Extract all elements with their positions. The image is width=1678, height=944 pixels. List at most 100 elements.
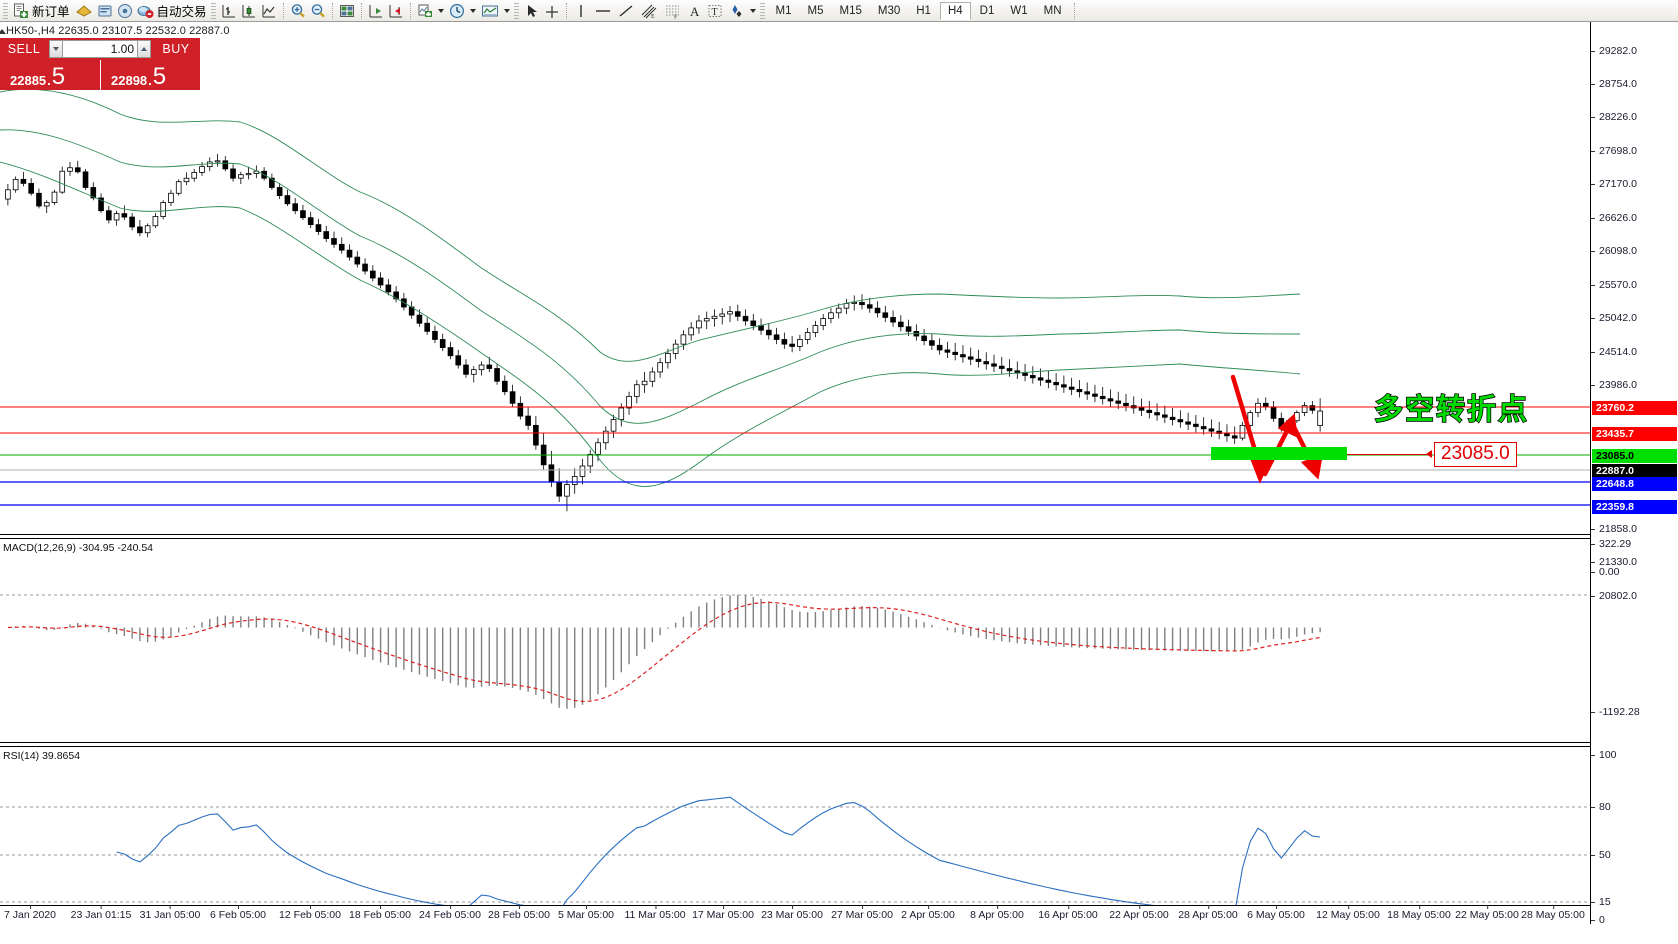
volume-increment-button[interactable] [137, 40, 151, 58]
chart-canvas[interactable] [0, 22, 1590, 924]
buy-price-decimal-dot: . [148, 73, 152, 88]
price-tick: 25570.0 [1591, 279, 1637, 291]
price-tick: 28754.0 [1591, 78, 1637, 90]
autotrading-icon[interactable] [135, 1, 156, 21]
trendline-icon[interactable] [615, 1, 637, 21]
templates-icon[interactable] [479, 1, 501, 21]
volume-input[interactable]: 1.00 [63, 40, 137, 58]
crosshair-icon[interactable] [542, 1, 562, 21]
price-tick: 26626.0 [1591, 212, 1637, 224]
indicators-icon[interactable] [415, 1, 435, 21]
price-tick: 27170.0 [1591, 178, 1637, 190]
price-tick: 28226.0 [1591, 111, 1637, 123]
vertical-line-icon[interactable] [571, 1, 591, 21]
price-level-badge-22360[interactable]: 22359.8 [1592, 500, 1677, 514]
toolbar-grip-4[interactable] [759, 2, 765, 19]
candlestick-chart-icon[interactable] [239, 1, 259, 21]
price-tick: 25042.0 [1591, 312, 1637, 324]
symbol-ohlc-text: HK50-,H4 22635.0 23107.5 22532.0 22887.0 [6, 25, 230, 37]
price-tick: 27698.0 [1591, 145, 1637, 157]
horizontal-line-icon[interactable] [591, 1, 615, 21]
price-level-badge-23085[interactable]: 23085.0 [1592, 449, 1677, 463]
autotrading-button[interactable]: 自动交易 [156, 5, 207, 19]
one-click-price-row: 22885 . 5 22898 . 5 [0, 60, 200, 90]
period-icon[interactable] [447, 1, 467, 21]
volume-stepper[interactable]: 1.00 [48, 38, 152, 60]
expert-advisors-icon[interactable] [73, 1, 95, 21]
timeframe-d1[interactable]: D1 [979, 4, 995, 17]
price-tick: 21858.0 [1591, 523, 1637, 535]
chart-annotation-text[interactable]: 多空转折点 [1373, 391, 1530, 427]
buy-price[interactable]: 22898 . 5 [100, 60, 200, 90]
shapes-icon[interactable] [725, 1, 747, 21]
one-click-top-row: SELL 1.00 BUY [0, 38, 200, 60]
volume-decrement-button[interactable] [49, 40, 63, 58]
one-click-trading-panel[interactable]: SELL 1.00 BUY 22885 . 5 22898 . 5 [0, 38, 200, 90]
rsi-indicator-label[interactable]: RSI(14) 39.8654 [3, 750, 81, 762]
callout-stem [1347, 454, 1432, 455]
sell-price-decimal-dot: . [47, 73, 51, 88]
chart-area[interactable]: HK50-,H4 22635.0 23107.5 22532.0 22887.0 [0, 22, 1678, 926]
timeframe-m15[interactable]: M15 [839, 4, 862, 17]
price-tick: 23986.0 [1591, 379, 1637, 391]
bollinger-bands [0, 88, 1301, 487]
time-tick: 22 Apr 05:00 [1109, 905, 1169, 921]
templates-dropdown-arrow[interactable] [503, 8, 510, 13]
toolbar-grip[interactable] [3, 2, 8, 19]
rsi-scale-tick: 50 [1591, 849, 1611, 861]
equidistant-channel-icon[interactable]: E [637, 1, 661, 21]
price-tick: 21330.0 [1591, 556, 1637, 568]
line-chart-icon[interactable] [259, 1, 279, 21]
price-scale[interactable]: 29282.0 28754.0 28226.0 27698.0 27170.0 … [1590, 22, 1678, 926]
timeframe-h1[interactable]: H1 [916, 4, 931, 17]
zoom-out-icon[interactable] [308, 1, 328, 21]
time-tick: 28 May 05:00 [1521, 905, 1585, 921]
indicators-dropdown-arrow[interactable] [437, 8, 444, 13]
timeframe-m1[interactable]: M1 [775, 4, 792, 17]
price-level-badge-23436[interactable]: 23435.7 [1592, 427, 1677, 441]
auto-scroll-icon[interactable] [386, 1, 406, 21]
callout-arrow-icon [1426, 450, 1432, 458]
toolbar-grip-3[interactable] [513, 2, 519, 19]
timeframe-m5[interactable]: M5 [807, 4, 824, 17]
bar-chart-icon[interactable] [219, 1, 239, 21]
toolbar-grip-2[interactable] [210, 2, 216, 19]
time-tick: 24 Feb 05:00 [419, 905, 481, 921]
timeframe-mn[interactable]: MN [1043, 4, 1062, 17]
timeframe-m30[interactable]: M30 [877, 4, 901, 17]
new-order-button[interactable]: 新订单 [32, 5, 70, 19]
timeframe-h4[interactable]: H4 [939, 1, 971, 20]
navigator-icon[interactable] [115, 1, 135, 21]
time-tick: 28 Apr 05:00 [1178, 905, 1238, 921]
new-order-icon[interactable] [11, 1, 31, 21]
cursor-icon[interactable] [522, 1, 542, 21]
buy-button[interactable]: BUY [152, 38, 200, 60]
toolbar-separator [282, 2, 284, 19]
price-callout-label[interactable]: 23085.0 [1434, 442, 1517, 467]
time-scale[interactable]: 7 Jan 2020 23 Jan 01:15 31 Jan 05:00 6 F… [0, 905, 1590, 924]
rsi-pane [0, 796, 1590, 914]
period-dropdown-arrow[interactable] [469, 8, 476, 13]
zoom-in-icon[interactable] [288, 1, 308, 21]
time-tick: 11 Mar 05:00 [624, 905, 686, 921]
sell-price[interactable]: 22885 . 5 [0, 60, 100, 90]
price-level-badge-23760[interactable]: 23760.2 [1592, 401, 1677, 415]
data-window-icon[interactable] [95, 1, 115, 21]
text-icon[interactable]: A [685, 1, 705, 21]
support-zone-rectangle[interactable] [1211, 447, 1347, 460]
shift-end-icon[interactable] [366, 1, 386, 21]
text-label-icon[interactable]: T [705, 1, 725, 21]
shapes-dropdown-arrow[interactable] [749, 8, 756, 13]
time-tick: 12 May 05:00 [1316, 905, 1380, 921]
buy-price-main: 22898 [111, 73, 148, 88]
price-level-badge-22649[interactable]: 22648.8 [1592, 477, 1677, 491]
fibonacci-icon[interactable]: F [661, 1, 685, 21]
sell-button[interactable]: SELL [0, 38, 48, 60]
timeframe-w1[interactable]: W1 [1010, 4, 1028, 17]
time-tick: 23 Mar 05:00 [761, 905, 823, 921]
macd-indicator-label[interactable]: MACD(12,26,9) -304.95 -240.54 [3, 542, 153, 554]
time-tick: 8 Apr 05:00 [970, 905, 1024, 921]
tile-windows-icon[interactable] [337, 1, 357, 21]
horizontal-levels [0, 406, 1590, 506]
price-level-badge-22887-current[interactable]: 22887.0 [1592, 464, 1677, 478]
